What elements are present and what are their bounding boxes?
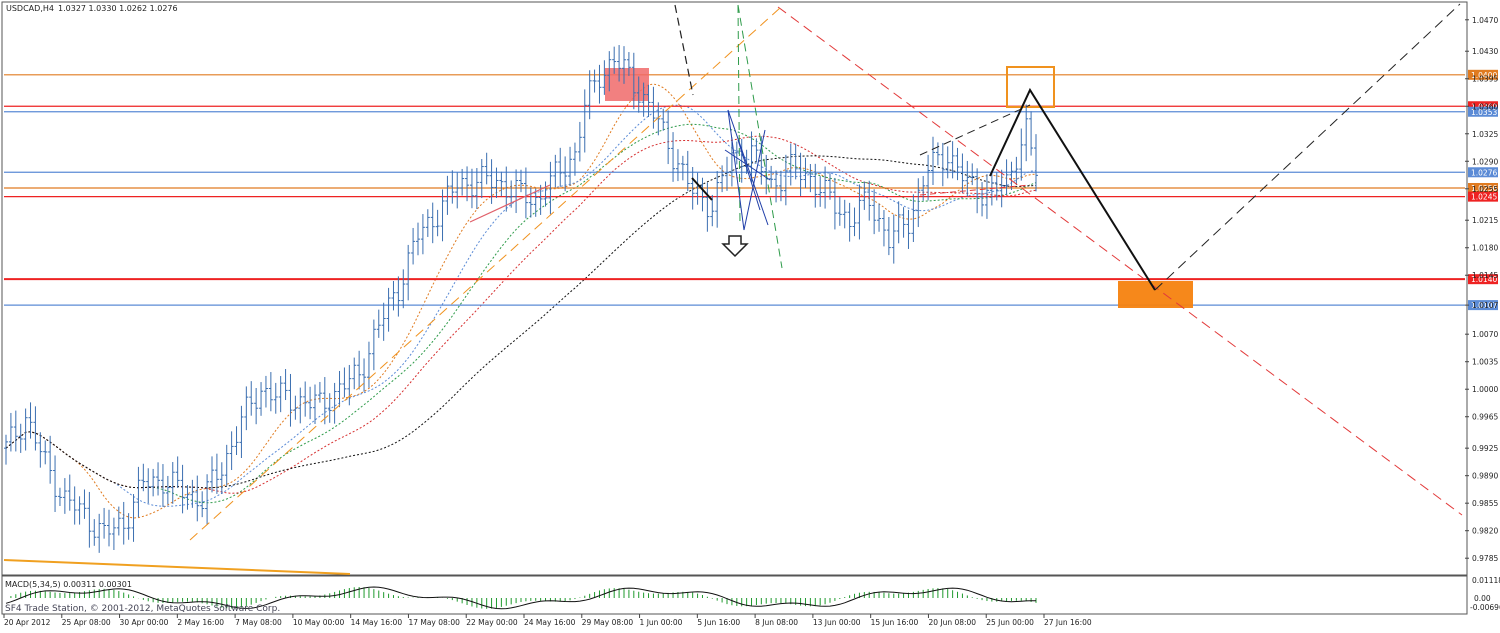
x-tick-label: 29 May 08:00 [582, 618, 634, 627]
level-tag [1468, 69, 1498, 80]
x-tick-label: 5 Jun 16:00 [697, 618, 740, 627]
level-tag-label: 1.0276 [1471, 168, 1497, 177]
wedge-lower-line [919, 184, 1031, 196]
level-tag [1468, 274, 1498, 285]
y-tick-label: 0.9820 [1472, 527, 1498, 536]
y-tick-label: 1.0470 [1472, 16, 1498, 25]
level-tag-label: 1.0400 [1471, 71, 1497, 80]
x-tick-label: 24 May 16:00 [524, 618, 576, 627]
level-tag-label: 1.0140 [1471, 275, 1497, 284]
x-tick-label: 7 May 08:00 [235, 618, 282, 627]
y-tick-label: 0.9925 [1472, 444, 1498, 453]
projected-zigzag [989, 87, 1156, 291]
y-tick-label: 0.9785 [1472, 554, 1498, 563]
supply-zone [605, 68, 649, 101]
y-tick-label: 1.0070 [1472, 330, 1498, 339]
x-tick-label: 10 May 00:00 [293, 618, 345, 627]
black-dashed-segment [674, 4, 694, 96]
main-plot-frame [1, 1, 1468, 576]
y-tick-label: 1.0145 [1472, 271, 1498, 280]
level-tag [1468, 167, 1498, 178]
green-dashed-line-2 [737, 4, 783, 269]
target-box [1006, 66, 1055, 108]
wedge-upper-line [919, 104, 1031, 156]
y-tick-label: 0.9890 [1472, 472, 1498, 481]
y-tick-label: 1.0255 [1472, 185, 1498, 194]
moving-average-line [5, 123, 1037, 504]
macd-label: MACD(5,34,5) 0.00311 0.00301 [5, 580, 132, 589]
y-tick-label: 1.0107 [1472, 301, 1498, 310]
descending-trendline [777, 6, 1463, 516]
x-tick-label: 13 Jun 00:00 [813, 618, 861, 627]
level-tag [1468, 106, 1498, 117]
time-axis: 20 Apr 2012 25 Apr 08:00 30 Apr 00:00 2 May… [3, 614, 1092, 627]
price-axis: 1.0470 1.0430 1.0395 1.0360 1.0325 1.0290 1.02… [1465, 16, 1498, 563]
y-tick-label: 1.0325 [1472, 130, 1498, 139]
level-tag-label: 1.0353 [1471, 108, 1497, 117]
x-tick-label: 20 Jun 08:00 [928, 618, 976, 627]
black-solid-segment [691, 177, 713, 201]
x-tick-label: 2 May 16:00 [177, 618, 224, 627]
level-tag [1468, 300, 1498, 311]
y-tick-label: 1.0035 [1472, 358, 1498, 367]
y-tick-label: 1.0000 [1472, 385, 1498, 394]
level-tag-label: 1.0256 [1471, 184, 1497, 193]
x-tick-label: 14 May 16:00 [351, 618, 403, 627]
macd-pane-frame [1, 575, 1468, 615]
macd-tick-zero: 0.00 [1474, 594, 1491, 603]
projection-up-line [1154, 3, 1461, 291]
x-tick-label: 25 Apr 08:00 [62, 618, 111, 627]
x-tick-label: 17 May 08:00 [408, 618, 460, 627]
moving-average-line [5, 83, 1037, 519]
x-tick-label: 30 Apr 00:00 [120, 618, 169, 627]
x-tick-label: 20 Apr 2012 [4, 618, 51, 627]
level-tag-label: 1.0360 [1471, 102, 1497, 111]
price-candles [4, 45, 1038, 553]
blue-pattern-lines [724, 109, 771, 231]
y-tick-label: 0.9965 [1472, 413, 1498, 422]
level-tag-label: 1.0107 [1471, 301, 1497, 310]
y-tick-label: 0.9855 [1472, 499, 1498, 508]
y-tick-label: 1.0180 [1472, 244, 1498, 253]
symbol-label: USDCAD,H4 [6, 4, 54, 13]
x-tick-label: 15 Jun 16:00 [871, 618, 919, 627]
level-tag [1468, 182, 1498, 193]
y-tick-label: 1.0215 [1472, 216, 1498, 225]
copyright-text: SF4 Trade Station, © 2001-2012, MetaQuot… [5, 604, 280, 614]
macd-tick-top: 0.01118 [1472, 576, 1500, 585]
x-tick-label: 22 May 00:00 [466, 618, 518, 627]
pink-support-line [469, 184, 551, 223]
x-tick-label: 8 Jun 08:00 [755, 618, 798, 627]
ohlc-readout: 1.0327 1.0330 1.0262 1.0276 [58, 4, 178, 13]
green-dashed-line [737, 4, 741, 226]
x-tick-label: 25 Jun 00:00 [986, 618, 1034, 627]
down-arrow-icon [721, 235, 749, 258]
y-tick-label: 1.0430 [1472, 47, 1498, 56]
level-tag [1468, 191, 1498, 202]
level-tag-label: 1.0245 [1471, 193, 1497, 202]
y-tick-label: 1.0395 [1472, 75, 1498, 84]
macd-tick-bottom: -0.00696 [1470, 603, 1500, 612]
x-tick-label: 1 Jun 00:00 [640, 618, 683, 627]
bottom-orange-line [3, 559, 351, 575]
macd-histogram [5, 586, 1037, 610]
x-tick-label: 27 Jun 16:00 [1044, 618, 1092, 627]
y-tick-label: 1.0290 [1472, 157, 1498, 166]
level-tag [1468, 101, 1498, 112]
demand-zone [1118, 281, 1193, 308]
macd-signal-line [5, 586, 1036, 610]
y-tick-label: 1.0360 [1472, 102, 1498, 111]
orange-channel-line [189, 7, 781, 541]
